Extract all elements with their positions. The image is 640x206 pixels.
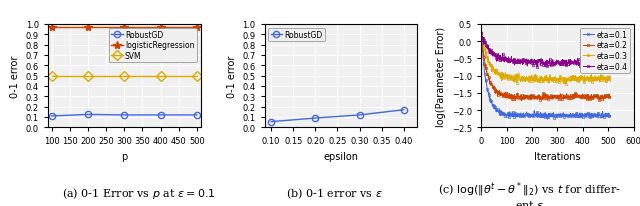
eta=0.1 [544,118,552,121]
Line: eta=0.4: eta=0.4 [480,33,612,70]
eta=0.1 [607,116,614,118]
eta=0.4 [607,65,614,67]
eta=0.3 [607,80,614,83]
Y-axis label: 0-1 error: 0-1 error [227,55,237,97]
eta=0.2 [477,33,485,35]
eta=0.3 [532,76,540,78]
Y-axis label: 0-1 error: 0-1 error [10,55,20,97]
Line: eta=0.3: eta=0.3 [480,32,612,85]
eta=0.3 [477,32,485,35]
eta=0.1 [550,112,557,114]
eta=0.3 [567,81,575,83]
Text: (c) $\log(\|\theta^t - \theta^*\|_2)$ vs $t$ for differ-: (c) $\log(\|\theta^t - \theta^*\|_2)$ vs… [438,179,621,198]
eta=0.2 [550,98,557,100]
eta=0.4 [477,33,485,35]
eta=0.3 [582,79,590,81]
Text: (a) 0-1 Error vs $p$ at $\epsilon = 0.1$: (a) 0-1 Error vs $p$ at $\epsilon = 0.1$ [62,185,216,200]
eta=0.2 [582,95,590,97]
Y-axis label: log(Parameter Error): log(Parameter Error) [436,26,446,126]
eta=0.3 [563,83,570,85]
Legend: RobustGD, logisticRegression, SVM: RobustGD, logisticRegression, SVM [109,28,196,63]
eta=0.2 [607,96,614,98]
Line: eta=0.2: eta=0.2 [480,33,612,102]
eta=0.4 [549,60,557,63]
eta=0.1 [477,33,485,35]
eta=0.4 [577,64,584,66]
Text: ent $\epsilon$: ent $\epsilon$ [515,198,544,206]
eta=0.1 [532,114,540,116]
Legend: RobustGD: RobustGD [268,28,325,42]
Line: eta=0.1: eta=0.1 [480,33,612,121]
X-axis label: p: p [121,151,127,161]
X-axis label: Iterations: Iterations [534,151,580,161]
eta=0.4 [532,61,540,64]
eta=0.2 [515,96,522,99]
eta=0.4 [566,59,574,62]
eta=0.4 [582,63,590,65]
eta=0.1 [582,114,590,117]
eta=0.4 [515,59,522,61]
eta=0.1 [577,112,585,115]
eta=0.3 [577,75,585,77]
eta=0.3 [549,80,557,82]
Text: (b) 0-1 error vs $\epsilon$: (b) 0-1 error vs $\epsilon$ [286,185,383,200]
eta=0.3 [515,77,522,80]
eta=0.4 [603,67,611,70]
eta=0.1 [567,114,575,116]
eta=0.2 [577,95,585,97]
eta=0.2 [517,100,525,102]
X-axis label: epsilon: epsilon [323,151,358,161]
Legend: eta=0.1, eta=0.2, eta=0.3, eta=0.4: eta=0.1, eta=0.2, eta=0.3, eta=0.4 [580,28,630,74]
eta=0.2 [567,94,575,97]
eta=0.1 [515,116,522,118]
eta=0.2 [532,96,540,99]
